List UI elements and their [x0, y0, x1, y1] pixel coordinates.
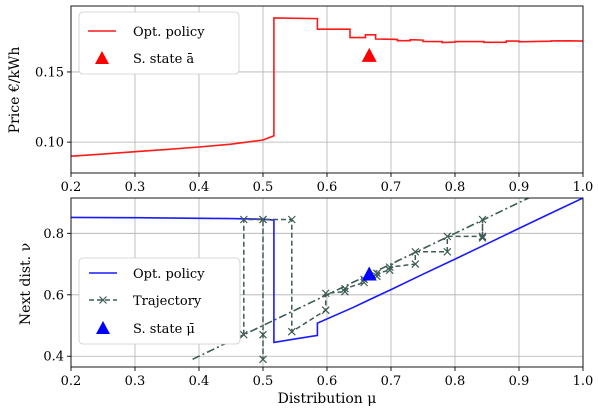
- distribution-y-tick-label: 0.6: [43, 288, 64, 303]
- distribution-legend-box: [78, 257, 241, 345]
- price-x-tick-label: 0.5: [253, 180, 274, 195]
- distribution-legend-entry-steady-state: S. state μ̄: [133, 322, 195, 337]
- price-legend: Opt. policy S. state ā: [78, 11, 240, 75]
- distribution-y-axis-label: Next dist. ν: [18, 243, 34, 325]
- distribution-x-tick-label: 0.4: [189, 374, 210, 389]
- distribution-ticks: 0.2 0.3 0.4 0.5 0.6 0.7 0.8 0.9 1.0 0.4 0.6 0.8: [43, 227, 593, 389]
- distribution-trajectory-point: [287, 215, 296, 224]
- distribution-series: [71, 198, 583, 364]
- price-ticks: 0.2 0.3 0.4 0.5 0.6 0.7 0.8 0.9 1.0 0.10 0.15: [35, 65, 593, 195]
- distribution-trajectory-point: [443, 247, 452, 256]
- distribution-legend-trajectory-marker: [99, 296, 107, 304]
- price-x-tick-label: 0.9: [509, 180, 530, 195]
- distribution-diagonal-line: [192, 198, 531, 361]
- price-x-tick-label: 0.2: [61, 180, 82, 195]
- price-x-tick-label: 0.4: [189, 180, 210, 195]
- price-x-tick-label: 0.8: [445, 180, 466, 195]
- distribution-trajectory-point: [287, 327, 296, 336]
- distribution-trajectory-point: [443, 232, 452, 241]
- distribution-legend-marker-swatch: [96, 321, 110, 334]
- distribution-x-axis-label: Distribution μ: [278, 391, 377, 407]
- distribution-trajectory-point: [239, 215, 248, 224]
- distribution-trajectory-point: [340, 284, 349, 293]
- distribution-trajectory-point: [385, 263, 394, 272]
- price-legend-entry-policy: Opt. policy: [133, 25, 205, 40]
- distribution-trajectory-point: [411, 247, 420, 256]
- price-y-axis-label: Price €/kWh: [7, 47, 23, 134]
- distribution-x-tick-label: 0.6: [317, 374, 338, 389]
- distribution-x-tick-label: 0.7: [381, 374, 402, 389]
- distribution-trajectory-point: [340, 287, 349, 296]
- price-x-tick-label: 1.0: [573, 180, 594, 195]
- price-x-tick-label: 0.6: [317, 180, 338, 195]
- distribution-y-tick-label: 0.8: [43, 227, 64, 242]
- distribution-trajectory-point: [239, 330, 248, 339]
- distribution-trajectory-point: [321, 289, 330, 298]
- price-legend-marker-swatch: [95, 51, 109, 64]
- price-steady-state-marker: [361, 47, 377, 62]
- distribution-legend-entry-trajectory: Trajectory: [133, 294, 202, 309]
- distribution-y-tick-label: 0.4: [43, 350, 64, 365]
- price-x-tick-label: 0.3: [125, 180, 146, 195]
- distribution-panel: 0.2 0.3 0.4 0.5 0.6 0.7 0.8 0.9 1.0 0.4 0.6 0.8 Nex…: [18, 197, 593, 407]
- distribution-steady-state-marker: [361, 266, 377, 281]
- distribution-trajectory-point: [259, 330, 267, 339]
- distribution-x-tick-label: 0.2: [61, 374, 82, 389]
- distribution-trajectory-point: [259, 215, 267, 224]
- distribution-trajectory-line: [243, 218, 484, 360]
- price-series: [71, 17, 583, 157]
- distribution-x-tick-label: 0.9: [509, 374, 530, 389]
- distribution-legend: Opt. policy Trajectory S. state μ̄: [78, 257, 241, 345]
- price-panel: 0.2 0.3 0.4 0.5 0.6 0.7 0.8 0.9 1.0 0.10 0.15 Pric…: [7, 5, 593, 195]
- distribution-trajectory-point: [478, 234, 487, 242]
- distribution-trajectory-point: [478, 232, 487, 241]
- distribution-legend-entry-policy: Opt. policy: [133, 267, 205, 282]
- distribution-trajectory-point: [259, 355, 267, 364]
- price-legend-box: [78, 11, 240, 75]
- price-policy-line: [71, 17, 583, 157]
- distribution-trajectory-point: [478, 215, 487, 224]
- distribution-trajectory-point: [372, 269, 381, 278]
- price-y-tick-label: 0.10: [35, 136, 64, 151]
- distribution-x-tick-label: 0.5: [253, 374, 274, 389]
- distribution-policy-line: [71, 198, 583, 344]
- distribution-x-tick-label: 1.0: [573, 374, 594, 389]
- distribution-x-tick-label: 0.3: [125, 374, 146, 389]
- price-y-tick-label: 0.15: [35, 65, 64, 80]
- price-legend-entry-steady-state: S. state ā: [133, 52, 194, 67]
- distribution-trajectory-point: [411, 260, 420, 268]
- distribution-x-tick-label: 0.8: [445, 374, 466, 389]
- price-x-tick-label: 0.7: [381, 180, 402, 195]
- distribution-trajectory-point: [385, 266, 394, 275]
- distribution-trajectory-point: [321, 306, 330, 315]
